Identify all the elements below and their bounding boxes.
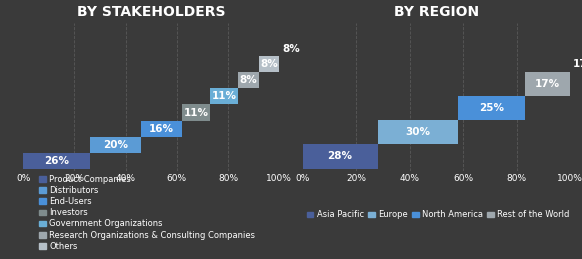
- Text: 11%: 11%: [212, 91, 237, 101]
- Text: 16%: 16%: [149, 124, 174, 134]
- Legend: Asia Pacific, Europe, North America, Rest of the World: Asia Pacific, Europe, North America, Res…: [307, 211, 570, 219]
- Bar: [303, 144, 378, 169]
- Title: BY STAKEHOLDERS: BY STAKEHOLDERS: [77, 5, 226, 19]
- Text: 11%: 11%: [184, 107, 208, 118]
- Bar: [458, 96, 525, 120]
- Text: 30%: 30%: [405, 127, 430, 137]
- Bar: [141, 121, 182, 137]
- Text: 17%: 17%: [535, 79, 560, 89]
- Bar: [525, 72, 570, 96]
- Text: 20%: 20%: [103, 140, 128, 150]
- Text: 8%: 8%: [260, 59, 278, 69]
- Text: 26%: 26%: [44, 156, 69, 166]
- Text: 17%: 17%: [573, 59, 582, 69]
- Bar: [259, 56, 279, 72]
- Bar: [23, 153, 90, 169]
- Legend: Product Companies, Distributors, End-Users, Investors, Government Organizations,: Product Companies, Distributors, End-Use…: [39, 175, 255, 251]
- Text: 25%: 25%: [479, 103, 504, 113]
- Text: 28%: 28%: [328, 152, 353, 161]
- Bar: [90, 137, 141, 153]
- Bar: [378, 120, 458, 144]
- Text: 8%: 8%: [240, 75, 257, 85]
- Bar: [182, 104, 210, 121]
- Title: BY REGION: BY REGION: [394, 5, 479, 19]
- Bar: [210, 88, 239, 104]
- Text: 8%: 8%: [282, 44, 300, 54]
- Bar: [239, 72, 259, 88]
